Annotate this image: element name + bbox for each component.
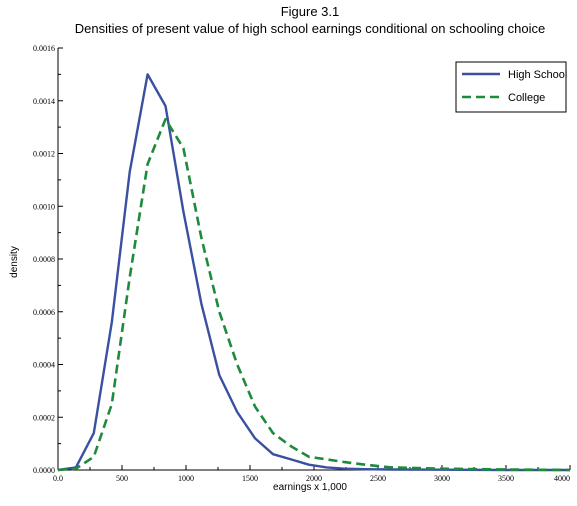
y-tick-label: 0.0012 (33, 150, 55, 159)
series-layer (57, 73, 571, 472)
legend-box (455, 61, 567, 113)
chart-title: Figure 3.1 (281, 4, 340, 19)
y-tick-label: 0.0002 (33, 413, 55, 422)
y-axis-label: density (9, 246, 20, 278)
legend-label-high-school: High School (508, 69, 567, 81)
y-tick-label: 0.0016 (33, 44, 55, 53)
x-tick-label: 3500 (498, 474, 514, 483)
chart-subtitle: Densities of present value of high schoo… (75, 21, 545, 36)
y-tick-label: 0.0006 (33, 308, 55, 317)
legend-label-college: College (508, 92, 545, 104)
x-tick-label: 0.0 (53, 474, 63, 483)
series-line-college (57, 117, 571, 472)
y-tick-label: 0.0000 (33, 466, 55, 475)
y-axis-ticks: 0.0000 0.0002 0.0004 0.0006 0.0008 0.0010 0.00… (33, 44, 63, 475)
y-tick-label: 0.0004 (33, 361, 55, 370)
x-tick-label: 1000 (178, 474, 194, 483)
x-tick-label: 1500 (242, 474, 258, 483)
y-tick-label: 0.0010 (33, 202, 55, 211)
series-line-high-school (57, 73, 570, 472)
x-tick-label: 2000 (306, 474, 322, 483)
x-tick-label: 2500 (370, 474, 386, 483)
y-tick-label: 0.0008 (33, 255, 55, 264)
y-tick-label: 0.0014 (33, 97, 55, 106)
x-tick-label: 4000 (554, 474, 570, 483)
x-axis-ticks: 0.0 500 1000 1500 2000 2500 3000 3500 4000 (53, 465, 571, 483)
x-axis-label: earnings x 1,000 (273, 482, 347, 493)
legend: High School College (455, 61, 567, 113)
x-tick-label: 500 (116, 474, 128, 483)
x-tick-label: 3000 (434, 474, 450, 483)
